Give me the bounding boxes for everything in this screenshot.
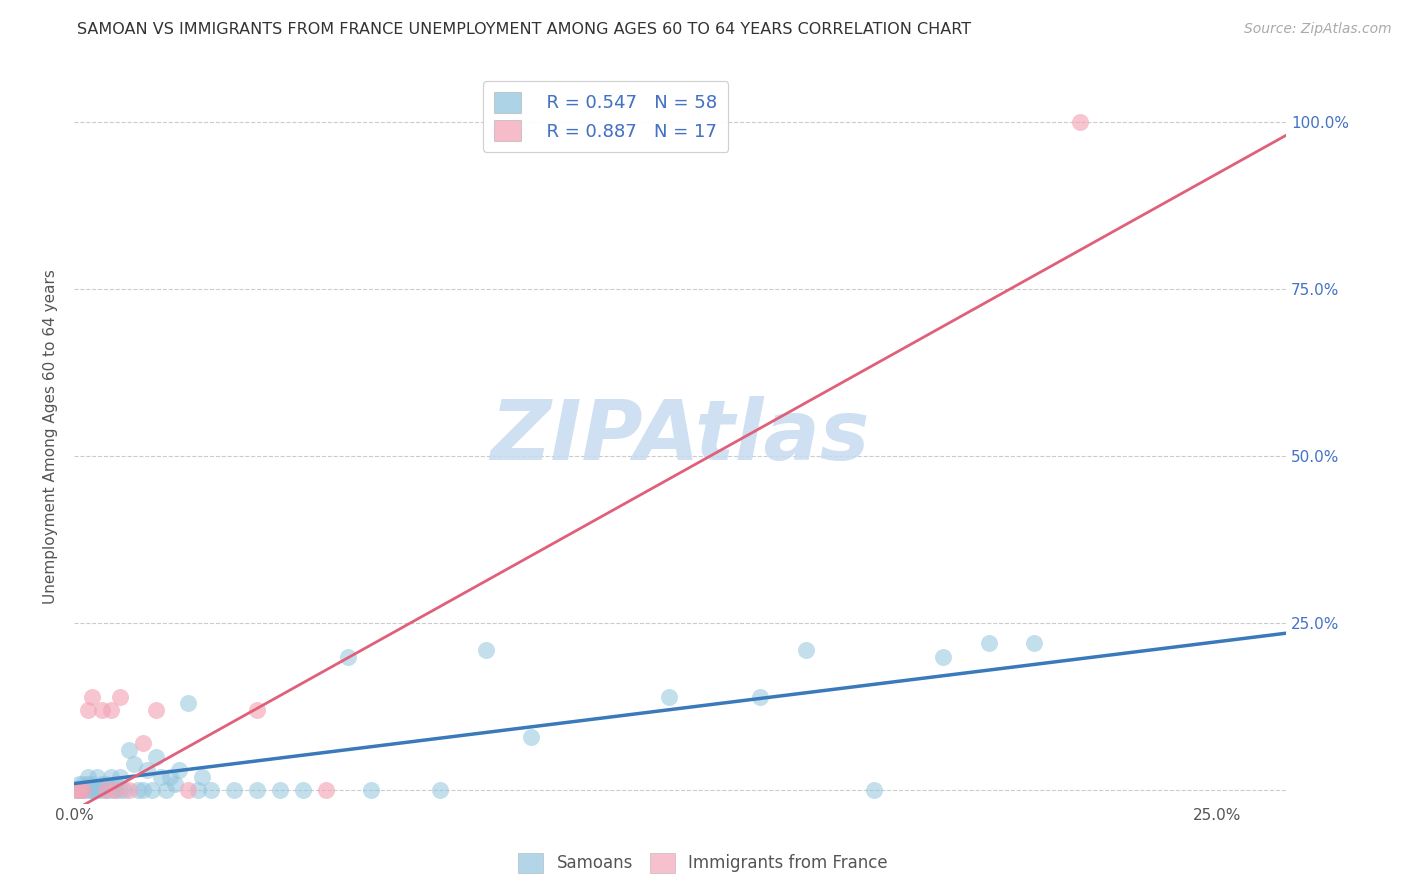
Point xyxy=(291,783,314,797)
Point xyxy=(1069,115,1091,129)
Point xyxy=(118,743,141,757)
Point xyxy=(658,690,681,704)
Point xyxy=(131,736,153,750)
Point xyxy=(90,783,112,797)
Point xyxy=(94,783,117,797)
Point xyxy=(520,730,543,744)
Point xyxy=(65,783,87,797)
Point xyxy=(1024,636,1046,650)
Point xyxy=(749,690,772,704)
Point xyxy=(100,703,122,717)
Point xyxy=(86,770,108,784)
Point xyxy=(155,783,177,797)
Point xyxy=(131,783,153,797)
Point xyxy=(429,783,451,797)
Point xyxy=(94,783,117,797)
Point xyxy=(474,643,496,657)
Point xyxy=(82,783,104,797)
Point xyxy=(977,636,1000,650)
Point xyxy=(104,776,127,790)
Point xyxy=(337,649,360,664)
Point xyxy=(90,703,112,717)
Point xyxy=(82,783,104,797)
Point xyxy=(94,776,117,790)
Point xyxy=(67,776,90,790)
Text: Source: ZipAtlas.com: Source: ZipAtlas.com xyxy=(1244,22,1392,37)
Point xyxy=(100,770,122,784)
Point xyxy=(177,783,200,797)
Legend: Samoans, Immigrants from France: Samoans, Immigrants from France xyxy=(512,847,894,880)
Point xyxy=(169,763,191,777)
Point xyxy=(360,783,382,797)
Point xyxy=(72,783,94,797)
Point xyxy=(932,649,955,664)
Point xyxy=(315,783,337,797)
Point xyxy=(72,783,94,797)
Point xyxy=(127,783,149,797)
Point xyxy=(86,783,108,797)
Point xyxy=(67,783,90,797)
Point xyxy=(177,697,200,711)
Point xyxy=(67,783,90,797)
Point xyxy=(136,763,159,777)
Point xyxy=(72,776,94,790)
Point xyxy=(104,783,127,797)
Point xyxy=(141,783,163,797)
Point xyxy=(67,783,90,797)
Point xyxy=(118,783,141,797)
Point xyxy=(104,783,127,797)
Point xyxy=(246,703,269,717)
Point xyxy=(76,703,98,717)
Point xyxy=(200,783,222,797)
Point xyxy=(100,783,122,797)
Point xyxy=(269,783,291,797)
Point xyxy=(108,690,131,704)
Point xyxy=(149,770,172,784)
Point xyxy=(76,770,98,784)
Point xyxy=(65,783,87,797)
Point xyxy=(76,776,98,790)
Point xyxy=(224,783,246,797)
Point xyxy=(863,783,886,797)
Point xyxy=(145,703,167,717)
Point xyxy=(72,783,94,797)
Point xyxy=(82,776,104,790)
Point xyxy=(163,776,186,790)
Point xyxy=(246,783,269,797)
Point xyxy=(90,776,112,790)
Point xyxy=(145,749,167,764)
Point xyxy=(112,783,135,797)
Y-axis label: Unemployment Among Ages 60 to 64 years: Unemployment Among Ages 60 to 64 years xyxy=(44,268,58,604)
Legend:   R = 0.547   N = 58,   R = 0.887   N = 17: R = 0.547 N = 58, R = 0.887 N = 17 xyxy=(484,81,728,152)
Point xyxy=(159,770,181,784)
Point xyxy=(108,770,131,784)
Point xyxy=(76,783,98,797)
Point xyxy=(108,783,131,797)
Point xyxy=(794,643,817,657)
Point xyxy=(187,783,209,797)
Point xyxy=(122,756,145,771)
Point xyxy=(82,690,104,704)
Text: SAMOAN VS IMMIGRANTS FROM FRANCE UNEMPLOYMENT AMONG AGES 60 TO 64 YEARS CORRELAT: SAMOAN VS IMMIGRANTS FROM FRANCE UNEMPLO… xyxy=(77,22,972,37)
Point xyxy=(191,770,214,784)
Text: ZIPAtlas: ZIPAtlas xyxy=(491,395,870,476)
